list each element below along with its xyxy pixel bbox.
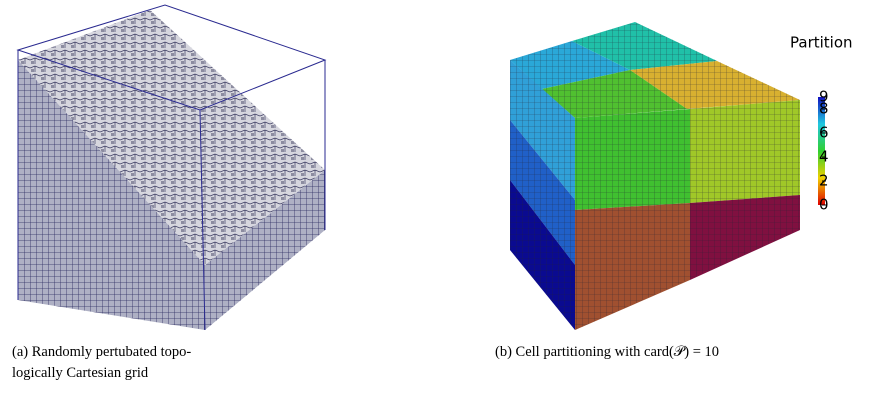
colorbar-tick-label: 6 xyxy=(819,124,829,142)
bounding-box xyxy=(16,4,327,331)
colorbar-tick-label: 9 xyxy=(819,88,829,106)
colorbar-title: Partition xyxy=(790,34,853,52)
rough-surface xyxy=(18,10,325,265)
caption: (b) Cell partitioning with card(𝒫) = 10 xyxy=(495,344,719,360)
colorbar-tick-label: 4 xyxy=(819,148,829,166)
colorbar: Partition 0 2 4 6 89 xyxy=(790,34,853,214)
colorbar-tick-label: 0 xyxy=(819,196,829,214)
right-face xyxy=(205,170,325,330)
colorbar-tick-label: 8 xyxy=(819,100,829,118)
colorbar-tick-label: 2 xyxy=(819,172,829,190)
grid-render xyxy=(16,4,327,331)
partition-render xyxy=(510,22,800,330)
caption: (a) Randomly pertubated topo- xyxy=(12,344,191,360)
colorbar-gradient xyxy=(818,97,825,205)
caption: logically Cartesian grid xyxy=(12,365,149,381)
left-face xyxy=(18,60,205,330)
